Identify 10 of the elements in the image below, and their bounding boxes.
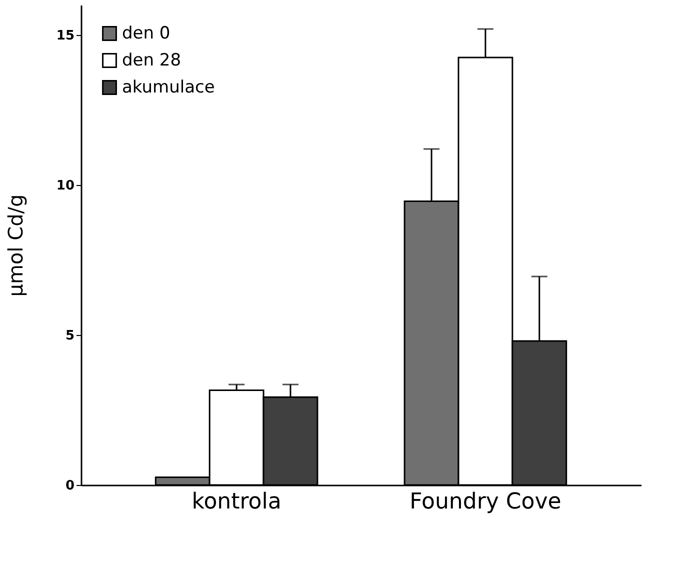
y-tick-label: 10 bbox=[56, 178, 74, 194]
x-tick-label: Foundry Cove bbox=[410, 490, 562, 514]
x-tick-label: kontrola bbox=[192, 490, 282, 514]
y-tick-label: 5 bbox=[65, 328, 74, 344]
legend-label: den 0 bbox=[122, 24, 170, 44]
y-tick-label: 15 bbox=[56, 28, 74, 44]
legend-label: akumulace bbox=[122, 78, 215, 98]
legend-label: den 28 bbox=[122, 50, 182, 70]
y-axis-title: µmol Cd/g bbox=[3, 194, 28, 297]
y-tick-label: 0 bbox=[65, 478, 74, 494]
